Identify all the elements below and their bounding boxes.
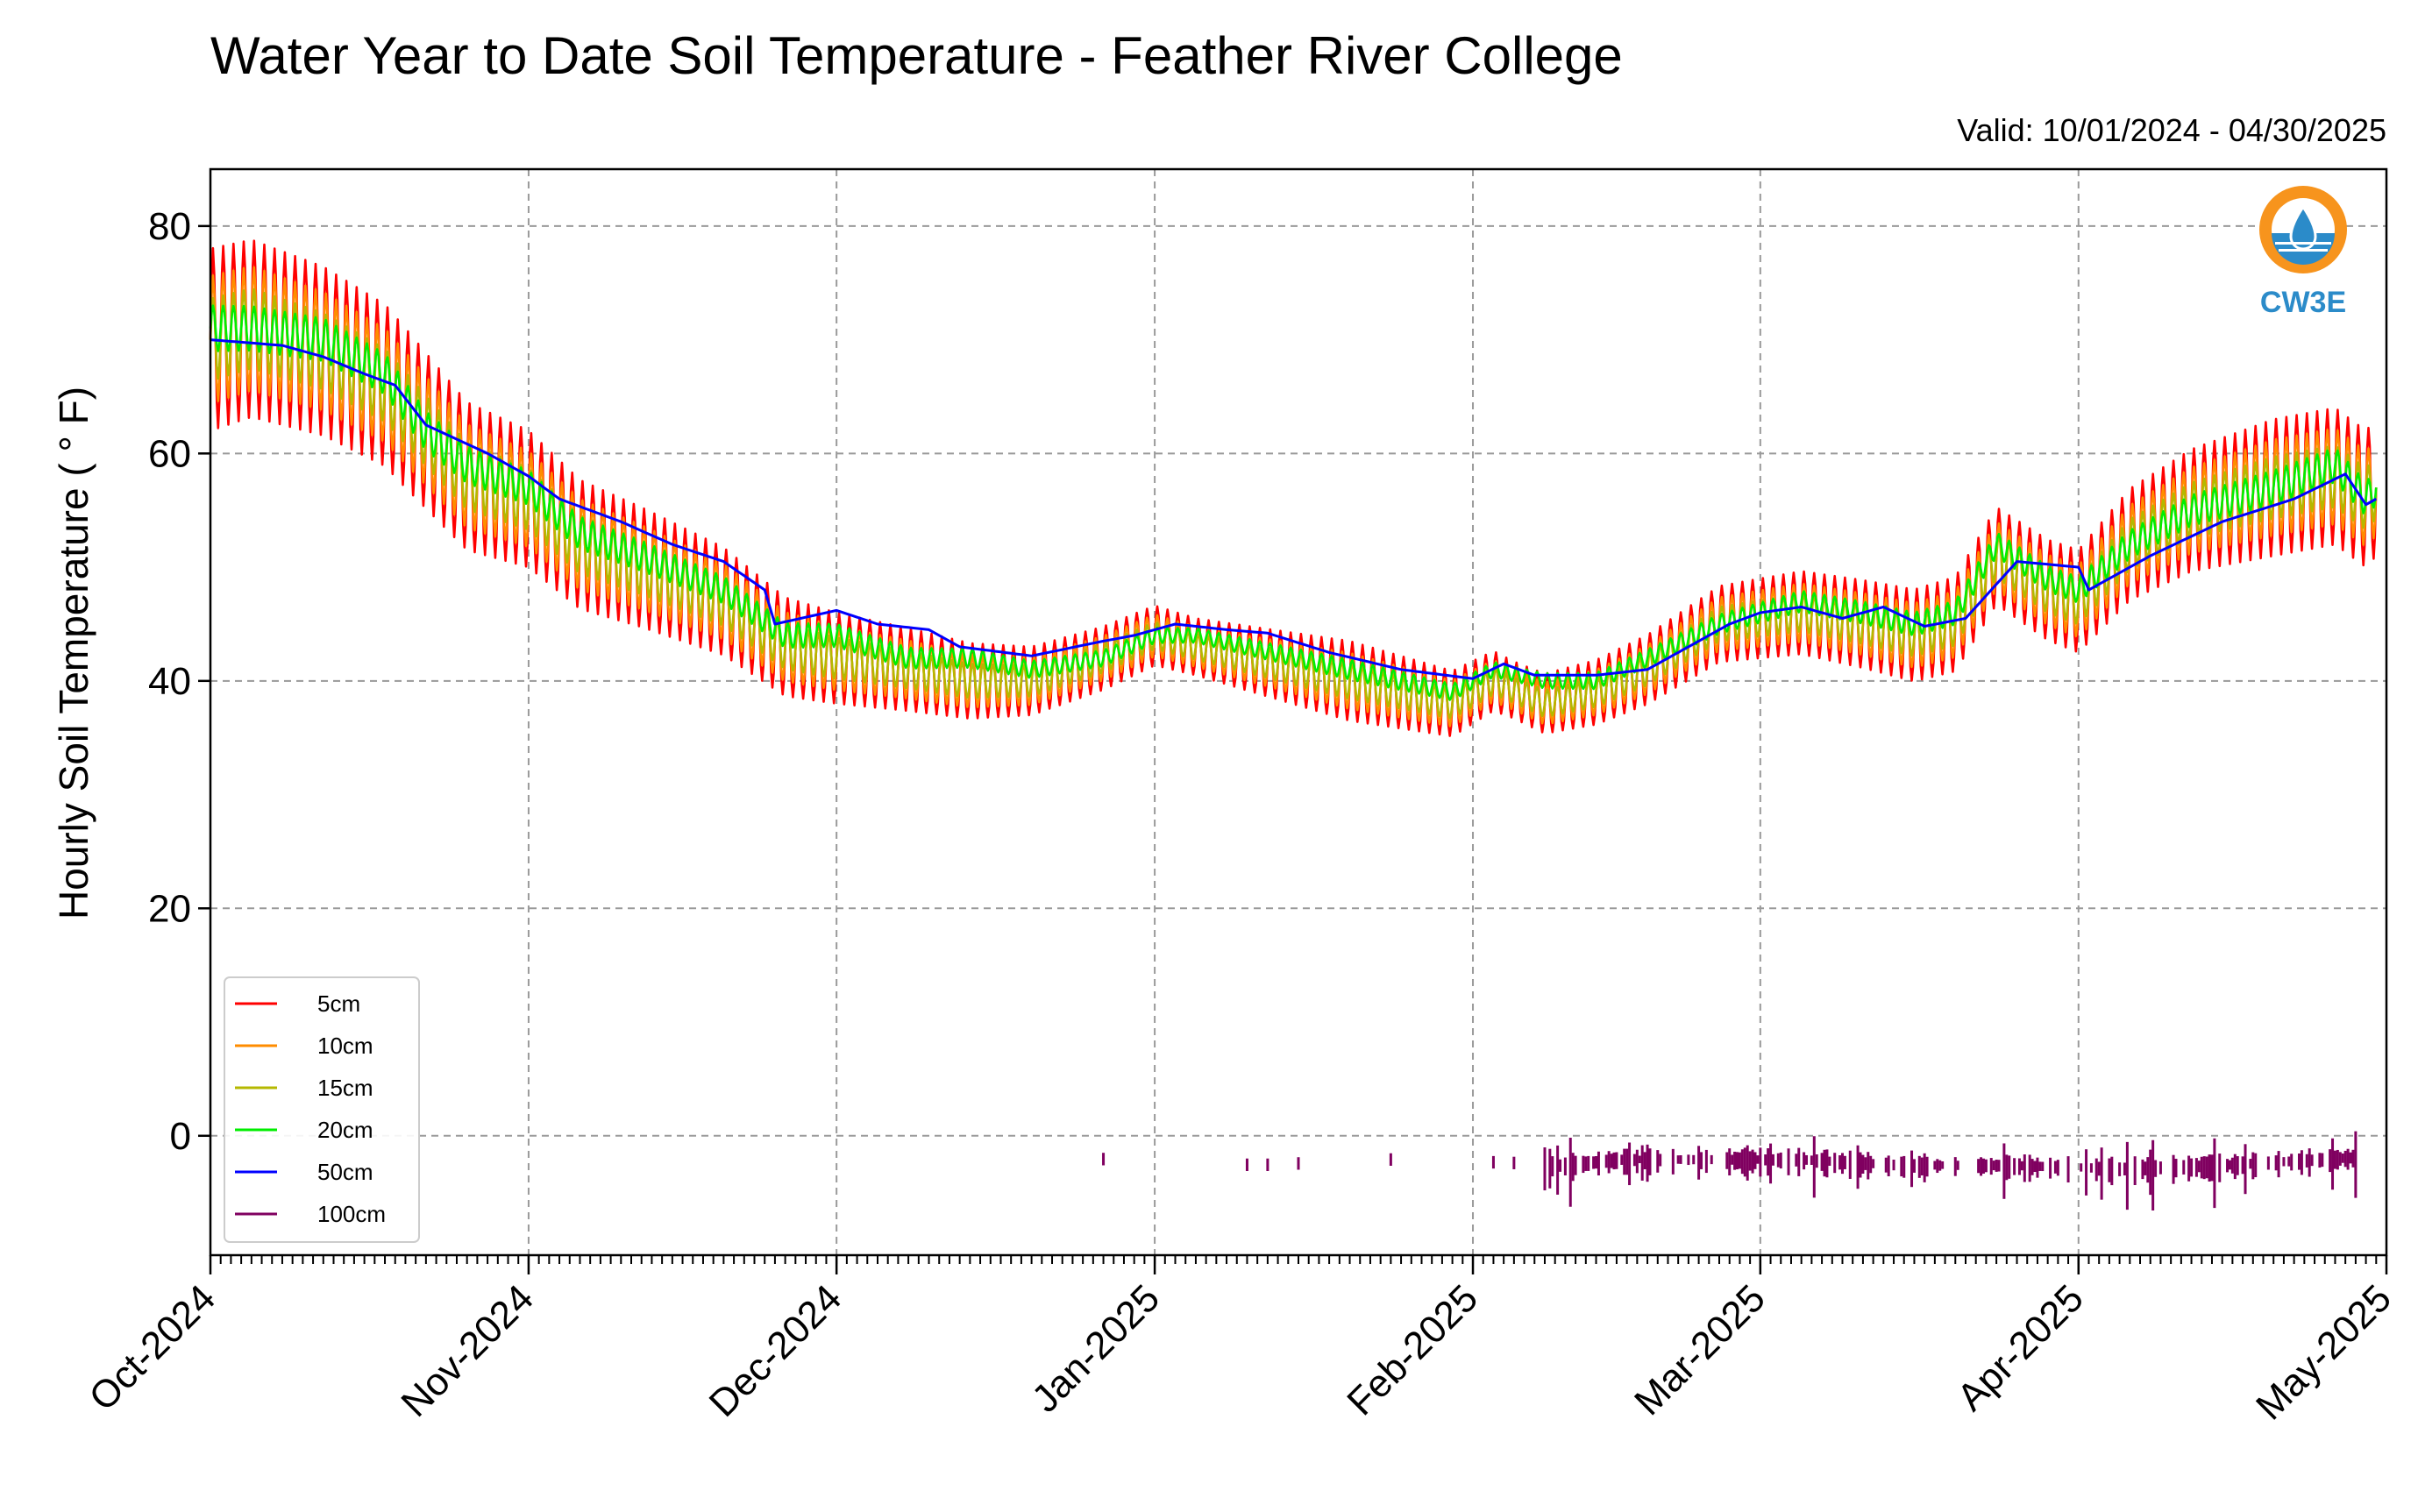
legend-label-15cm: 15cm xyxy=(317,1075,373,1101)
y-tick-label: 0 xyxy=(170,1115,191,1158)
y-tick-label: 60 xyxy=(148,432,191,475)
legend-box xyxy=(224,976,420,1243)
legend-label-100cm: 100cm xyxy=(317,1201,386,1227)
legend-label-10cm: 10cm xyxy=(317,1033,373,1059)
legend: 5cm 10cm 15cm 20cm 50cm 100cm xyxy=(224,976,420,1243)
chart-subtitle: Valid: 10/01/2024 - 04/30/2025 xyxy=(1957,112,2386,148)
y-tick-label: 40 xyxy=(148,660,191,703)
y-axis-label: Hourly Soil Temperature ( ° F) xyxy=(51,387,96,919)
series-lines xyxy=(209,239,2378,1211)
logo-label: CW3E xyxy=(2260,286,2346,319)
legend-label-50cm: 50cm xyxy=(317,1159,373,1185)
chart-title: Water Year to Date Soil Temperature - Fe… xyxy=(210,26,1623,85)
droplet-icon xyxy=(2289,204,2317,251)
legend-label-20cm: 20cm xyxy=(317,1117,373,1143)
legend-label-5cm: 5cm xyxy=(317,990,360,1017)
series-line-50cm xyxy=(210,338,2378,680)
y-tick-label: 80 xyxy=(148,205,191,248)
y-tick-label: 20 xyxy=(148,887,191,930)
series-line-100cm xyxy=(1102,1131,2358,1211)
series-line-20cm xyxy=(209,304,2378,701)
cw3e-logo: CW3E xyxy=(2259,186,2347,319)
